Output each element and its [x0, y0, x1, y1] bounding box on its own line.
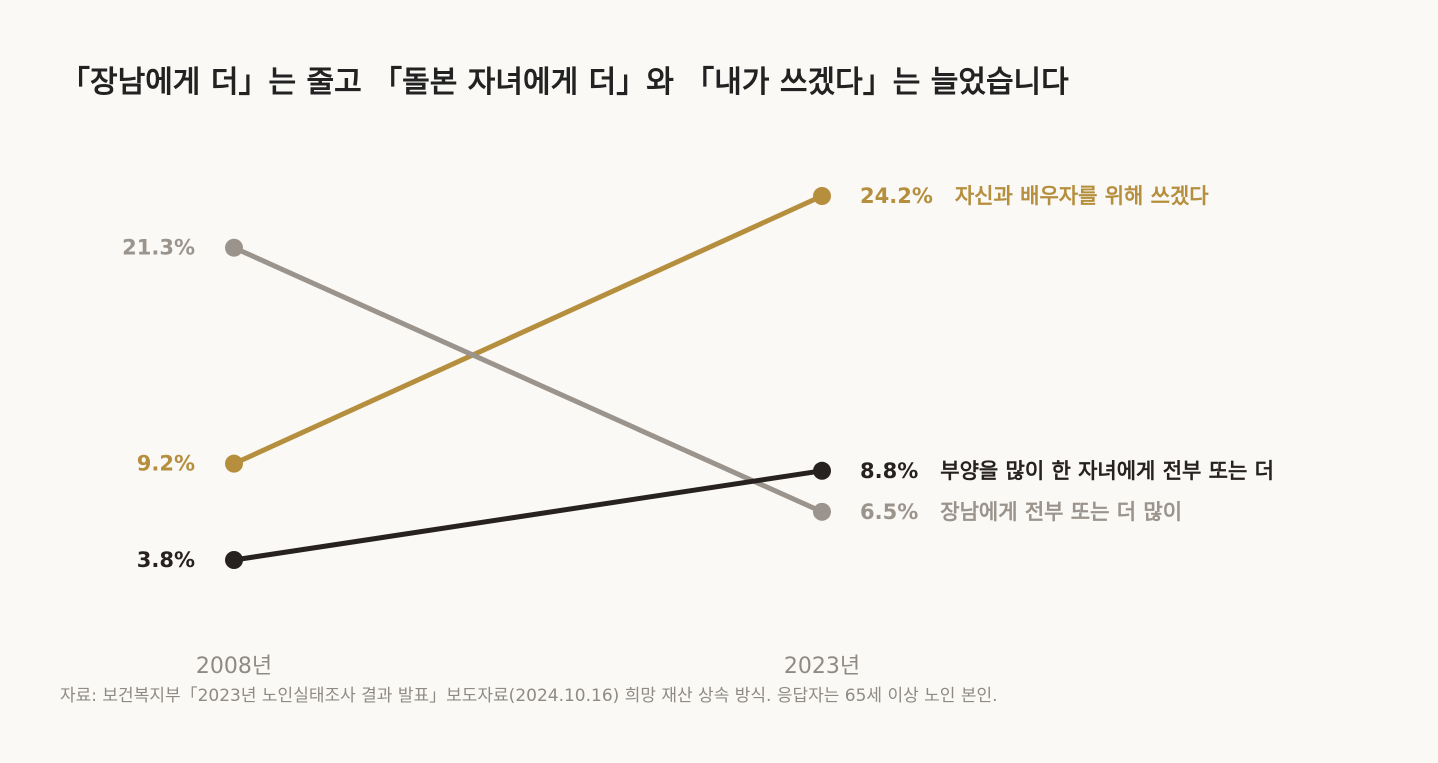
value-label-end-1: 6.5% [860, 500, 918, 524]
point-start-0 [225, 454, 243, 473]
value-label-start-1: 21.3% [122, 236, 195, 260]
series-line-1 [231, 245, 825, 515]
series-label-0: 자신과 배우자를 위해 쓰겠다 [955, 184, 1209, 208]
plot-area: 9.2% 24.2% 자신과 배우자를 위해 쓰겠다 21.3% 6.5% 장남에게 전부… [122, 184, 1274, 572]
point-end-2 [813, 461, 831, 480]
value-label-end-2: 8.8% [860, 459, 918, 483]
value-label-end-0: 24.2% [860, 184, 933, 208]
point-end-1 [813, 502, 831, 521]
series-line-0 [231, 193, 825, 467]
point-end-0 [813, 187, 831, 205]
x-tick-2023: 2023년 [784, 654, 860, 679]
point-start-2 [225, 551, 243, 569]
x-tick-2008: 2008년 [196, 654, 272, 679]
series-line-2 [231, 468, 825, 563]
series-label-2: 부양을 많이 한 자녀에게 전부 또는 더 [940, 459, 1274, 483]
value-label-start-0: 9.2% [137, 452, 195, 476]
value-label-start-2: 3.8% [137, 548, 195, 572]
source-note: 자료: 보건복지부「2023년 노인실태조사 결과 발표」보도자료(2024.1… [60, 686, 998, 706]
series-label-1: 장남에게 전부 또는 더 많이 [940, 500, 1182, 524]
point-start-1 [225, 238, 243, 257]
chart-title: 「장남에게 더」는 줄고 「돌본 자녀에게 더」와 「내가 쓰겠다」는 늘었습니… [60, 65, 1069, 100]
